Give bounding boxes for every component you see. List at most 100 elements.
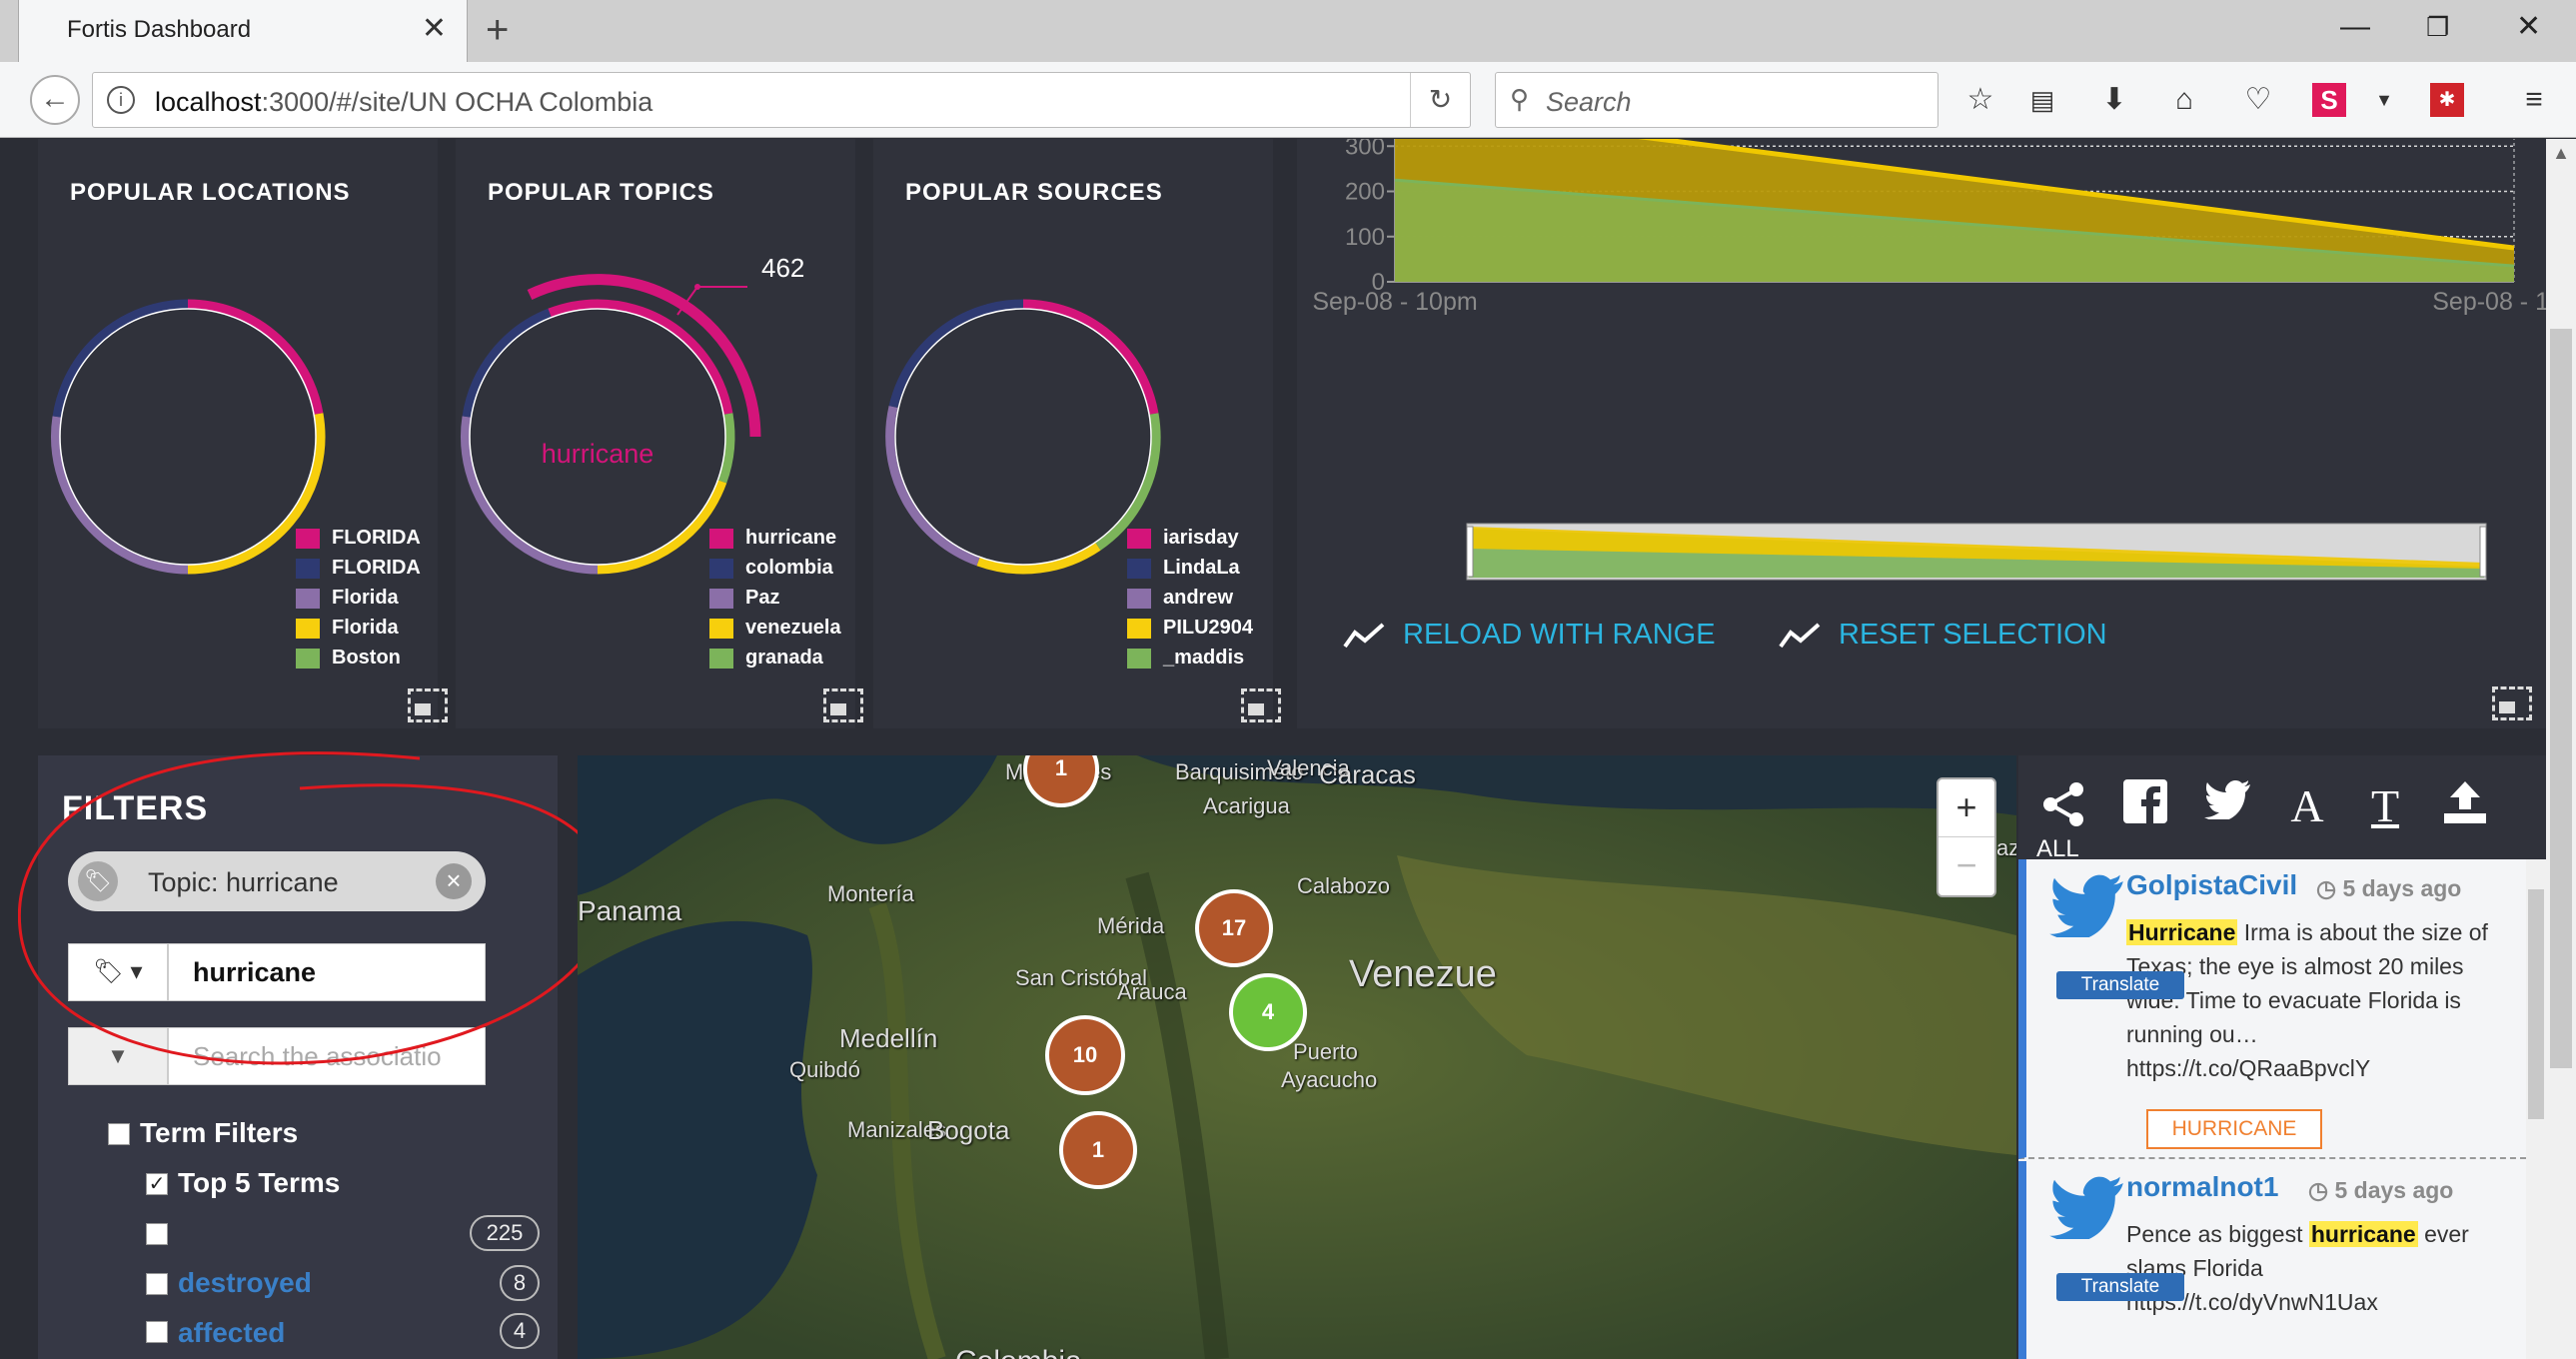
- download-icon[interactable]: ⬇: [2101, 83, 2127, 116]
- brush-handle-right[interactable]: [2479, 526, 2487, 578]
- map-cluster-marker[interactable]: 10: [1045, 1015, 1125, 1095]
- text-t-icon[interactable]: T: [2370, 780, 2400, 831]
- donut-slice[interactable]: [50, 416, 189, 575]
- donut-slice[interactable]: [976, 543, 1101, 575]
- association-input[interactable]: Search the associatio: [168, 1027, 486, 1085]
- map-cluster-marker[interactable]: 17: [1195, 889, 1273, 967]
- term-type-dropdown[interactable]: 🏷 ▾: [68, 943, 168, 1001]
- annotation-ellipse: [18, 751, 612, 1065]
- page-scrollbar[interactable]: ▲: [2546, 139, 2576, 1359]
- donut-slice[interactable]: [187, 299, 324, 415]
- share-icon[interactable]: [2036, 779, 2090, 833]
- home-icon[interactable]: ⌂: [2174, 83, 2194, 116]
- filter-icon[interactable]: ▼: [68, 1027, 168, 1085]
- term-search: 🏷 ▾ hurricane: [68, 943, 486, 1001]
- popular-locations-panel: POPULAR LOCATIONS FLORIDA FLORIDA Florid…: [38, 139, 448, 728]
- top5-label: Top 5 Terms: [178, 1167, 341, 1198]
- term-filters-checkbox[interactable]: [108, 1123, 130, 1145]
- reading-list-icon[interactable]: ▤: [2029, 85, 2055, 115]
- url-text[interactable]: localhost:3000/#/site/UN OCHA Colombia: [155, 87, 653, 117]
- tweet-tag[interactable]: HURRICANE: [2146, 1109, 2322, 1149]
- expand-icon[interactable]: [2492, 686, 2532, 720]
- series-line-0: [1638, 139, 2515, 251]
- tweet-username[interactable]: GolpistaCivil: [2126, 869, 2298, 900]
- scroll-up-icon[interactable]: ▲: [2552, 143, 2570, 163]
- tweet-time: ◷ 5 days ago: [2316, 875, 2462, 901]
- x-tick-label: Sep-08 - 11pm: [2432, 288, 2546, 316]
- new-tab-icon[interactable]: +: [486, 8, 510, 52]
- page-scroll-thumb[interactable]: [2550, 329, 2572, 1068]
- donut-slice[interactable]: [597, 480, 727, 575]
- tab-close-icon[interactable]: ✕: [421, 12, 447, 45]
- y-tick-label: 100: [1345, 224, 1385, 251]
- donut-slice[interactable]: [888, 299, 1024, 409]
- facebook-icon[interactable]: [2118, 779, 2172, 833]
- minimize-icon[interactable]: —: [2340, 10, 2370, 43]
- url-bar[interactable]: i localhost:3000/#/site/UN OCHA Colombia…: [92, 72, 1471, 128]
- map-cluster-marker[interactable]: 1: [1059, 1111, 1137, 1189]
- map-label: Montería: [827, 881, 914, 906]
- upload-icon[interactable]: [2438, 779, 2492, 833]
- zoom-in-button[interactable]: +: [1938, 779, 1994, 837]
- donut-slice[interactable]: [187, 413, 326, 575]
- feed-scrollbar[interactable]: [2526, 859, 2546, 1359]
- donut-slice[interactable]: [885, 405, 980, 567]
- range-brush[interactable]: [1297, 519, 2546, 589]
- tab-all[interactable]: ALL: [2036, 835, 2079, 862]
- twitter-icon[interactable]: [2200, 779, 2254, 833]
- reload-icon[interactable]: ↻: [1410, 73, 1470, 127]
- zoom-out-button[interactable]: −: [1955, 844, 1977, 885]
- donut-slice[interactable]: [597, 299, 733, 415]
- tweet-card[interactable]: normalnot1 ◷ 5 days ago Pence as biggest…: [2018, 1161, 2526, 1359]
- donut-slice[interactable]: [1022, 299, 1159, 415]
- extension-dropdown-icon[interactable]: ▼: [2375, 90, 2393, 110]
- reload-with-range-button[interactable]: RELOAD WITH RANGE: [1343, 617, 1743, 657]
- tweet-card[interactable]: GolpistaCivil ◷ 5 days ago Hurricane Irm…: [2018, 859, 2526, 1159]
- expand-icon[interactable]: [823, 688, 863, 722]
- term-link-affected[interactable]: affected: [178, 1317, 286, 1348]
- back-icon[interactable]: ←: [30, 75, 80, 125]
- feed-scroll-thumb[interactable]: [2528, 889, 2544, 1119]
- bookmark-star-icon[interactable]: ☆: [1966, 83, 1994, 116]
- pocket-icon[interactable]: ♡: [2244, 83, 2272, 116]
- donut-slice[interactable]: [460, 416, 599, 575]
- restore-icon[interactable]: ❐: [2426, 12, 2450, 42]
- map-view[interactable]: Machiques Barquisimeto Valencia Caracas …: [578, 755, 2016, 1359]
- term-checkbox[interactable]: [146, 1321, 168, 1343]
- locations-donut-chart[interactable]: [38, 287, 338, 587]
- panel-title: POPULAR TOPICS: [488, 179, 714, 206]
- window-close-icon[interactable]: ✕: [2516, 10, 2542, 43]
- reset-selection-button[interactable]: RESET SELECTION: [1779, 617, 2138, 657]
- term-checkbox[interactable]: [146, 1273, 168, 1295]
- donut-slice[interactable]: [1095, 413, 1161, 551]
- info-icon[interactable]: i: [107, 86, 135, 114]
- map-label: Ayacucho: [1281, 1067, 1378, 1092]
- tweet-username[interactable]: normalnot1: [2126, 1171, 2279, 1202]
- brush-handle-left[interactable]: [1466, 526, 1474, 578]
- term-link-destroyed[interactable]: destroyed: [178, 1267, 312, 1298]
- expand-icon[interactable]: [408, 688, 448, 722]
- map-terrain: [578, 755, 2016, 1359]
- expand-icon[interactable]: [1241, 688, 1281, 722]
- translate-button[interactable]: Translate: [2056, 1273, 2184, 1301]
- donut-slice[interactable]: [462, 308, 552, 418]
- topic-filter-chip[interactable]: 🏷 Topic: hurricane ×: [68, 851, 486, 911]
- menu-icon[interactable]: ≡: [2525, 83, 2543, 116]
- chip-close-icon[interactable]: ×: [436, 863, 472, 899]
- sources-donut-chart[interactable]: [873, 287, 1173, 587]
- term-input[interactable]: hurricane: [168, 943, 486, 1001]
- term-checkbox[interactable]: [146, 1223, 168, 1245]
- font-a-icon[interactable]: A: [2290, 780, 2324, 831]
- x-tick-label: Sep-08 - 10pm: [1312, 288, 1477, 316]
- topics-donut-chart[interactable]: [456, 259, 855, 599]
- donut-slice[interactable]: [717, 413, 735, 484]
- extension-s-icon[interactable]: S: [2312, 83, 2346, 117]
- map-cluster-marker[interactable]: 4: [1229, 973, 1307, 1051]
- extension-bug-icon[interactable]: ✱: [2430, 83, 2464, 117]
- translate-button[interactable]: Translate: [2056, 971, 2184, 999]
- donut-slice[interactable]: [52, 299, 189, 418]
- top5-checkbox[interactable]: ✓: [146, 1173, 168, 1195]
- browser-tab[interactable]: Fortis Dashboard ✕: [18, 0, 468, 62]
- search-input[interactable]: ⚲ Search: [1495, 72, 1938, 128]
